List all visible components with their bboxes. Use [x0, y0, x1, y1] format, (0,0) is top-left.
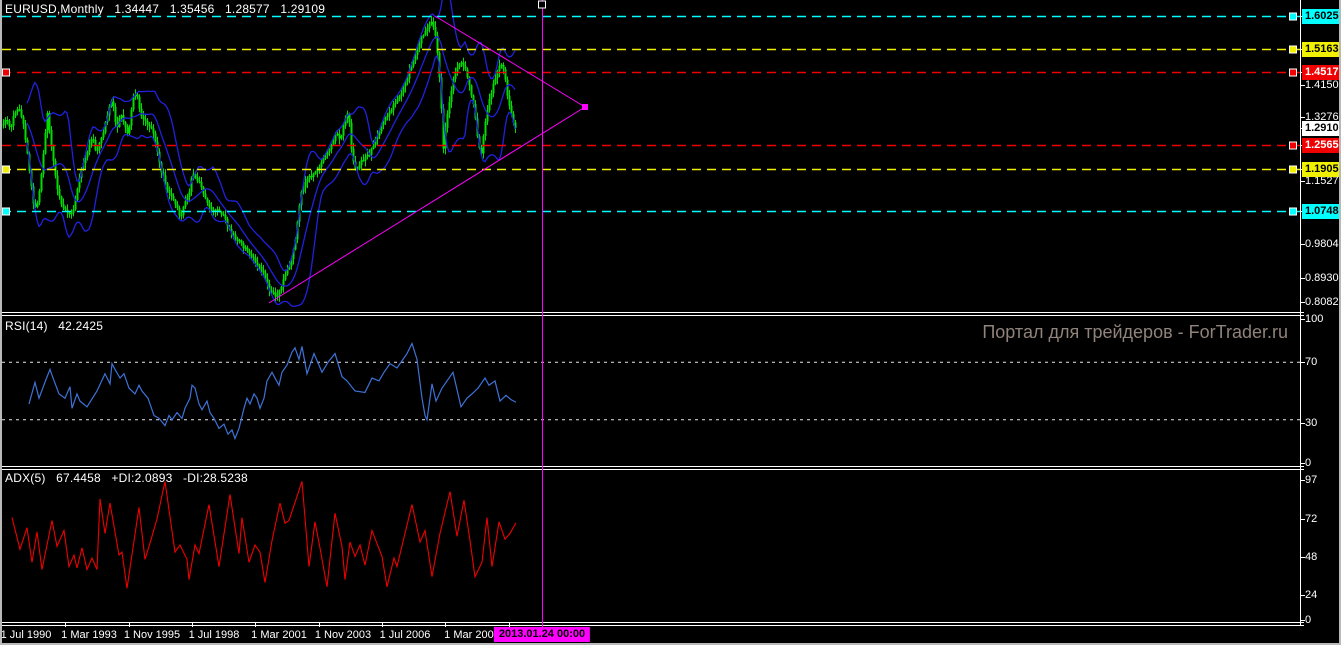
adx-tick-label: 24 [1305, 589, 1318, 601]
price-level-label: 1.29109 [1302, 121, 1339, 136]
line-handle[interactable] [1289, 207, 1297, 216]
candlestick-series [2, 15, 517, 302]
line-handle[interactable] [2, 165, 10, 174]
time-tick-label: 1 Nov 1995 [123, 629, 181, 641]
time-tick-label: 1 Mar 1993 [61, 629, 117, 641]
price-tick-label: 0.80820 [1305, 296, 1341, 308]
rsi-tick-label: 30 [1305, 417, 1318, 429]
line-handle[interactable] [1289, 141, 1297, 150]
price-level-label: 1.19059 [1302, 162, 1339, 177]
trend-triangle[interactable] [268, 15, 588, 304]
horizontal-level-line[interactable] [2, 45, 1300, 54]
triangle-vertex-handle[interactable] [582, 104, 588, 110]
rsi-line [28, 341, 517, 441]
adx-indicator-label: ADX(5) 67.4458 +DI:2.0893 -DI:28.5238 [5, 471, 255, 485]
horizontal-level-line[interactable] [2, 68, 1300, 77]
adx-plus-di: +DI:2.0893 [111, 471, 173, 485]
price-tick-label: 1.41505 [1305, 79, 1341, 91]
adx-value: 67.4458 [56, 471, 101, 485]
price-tick-label: 0.89300 [1305, 272, 1341, 284]
adx-tick-label: 72 [1305, 513, 1318, 525]
horizontal-level-line[interactable] [2, 141, 1300, 150]
rsi-name: RSI(14) [5, 319, 48, 333]
ohlc-high: 1.35456 [169, 2, 215, 16]
price-level-label: 1.51636 [1302, 42, 1339, 57]
price-tick-label: 1.32760 [1305, 111, 1341, 123]
rsi-tick-label: 100 [1305, 313, 1324, 325]
watermark: Портал для трейдеров - ForTrader.ru [982, 322, 1288, 342]
price-level-label: 1.60252 [1302, 9, 1339, 24]
adx-tick-label: 48 [1305, 551, 1318, 563]
adx-tick-label: 0 [1305, 614, 1312, 626]
vline-date-label: 2013.01.24 00:00 [493, 627, 591, 642]
rsi-tick-label: 70 [1305, 356, 1318, 368]
time-tick-label: 1 Nov 2003 [314, 629, 372, 641]
rsi-indicator-label: RSI(14) 42.2425 [5, 319, 110, 333]
line-handle[interactable] [2, 68, 10, 77]
time-tick-label: 1 Mar 2001 [251, 629, 307, 641]
chart-title: EURUSD,Monthly 1.34447 1.35456 1.28577 1… [5, 2, 332, 16]
price-level-label: 1.07482 [1302, 204, 1339, 219]
adx-name: ADX(5) [5, 471, 46, 485]
price-tick-label: 0.98045 [1305, 238, 1341, 250]
price-level-label: 1.25655 [1302, 138, 1339, 153]
vertical-time-line[interactable] [538, 0, 546, 627]
symbol-period-label: EURUSD,Monthly [5, 2, 104, 16]
line-handle[interactable] [2, 207, 10, 216]
adx-minus-di: -DI:28.5238 [183, 471, 248, 485]
horizontal-level-line[interactable] [2, 207, 1300, 216]
line-handle[interactable] [1289, 45, 1297, 54]
adx-line [11, 481, 517, 589]
price-tick-label: 1.15270 [1305, 175, 1341, 187]
bollinger-bands[interactable] [26, 0, 516, 307]
rsi-pane [2, 341, 1300, 441]
ohlc-open: 1.34447 [114, 2, 160, 16]
time-tick-label: 1 Mar 2009 [444, 629, 500, 641]
horizontal-level-line[interactable] [2, 165, 1300, 174]
time-tick-label: 1 Jul 1990 [0, 629, 52, 641]
line-handle[interactable] [1289, 12, 1297, 21]
horizontal-level-line[interactable] [2, 12, 1300, 21]
adx-tick-label: 97 [1305, 474, 1318, 486]
rsi-value: 42.2425 [58, 319, 104, 333]
line-handle[interactable] [1289, 68, 1297, 77]
ohlc-low: 1.28577 [225, 2, 270, 16]
ohlc-close: 1.29109 [280, 2, 326, 16]
time-tick-label: 1 Jul 1998 [188, 629, 240, 641]
vline-handle[interactable] [538, 0, 546, 9]
rsi-tick-label: 0 [1305, 457, 1312, 469]
time-tick-label: 1 Jul 2006 [379, 629, 431, 641]
price-level-label: 1.45175 [1302, 65, 1339, 80]
line-handle[interactable] [1289, 165, 1297, 174]
